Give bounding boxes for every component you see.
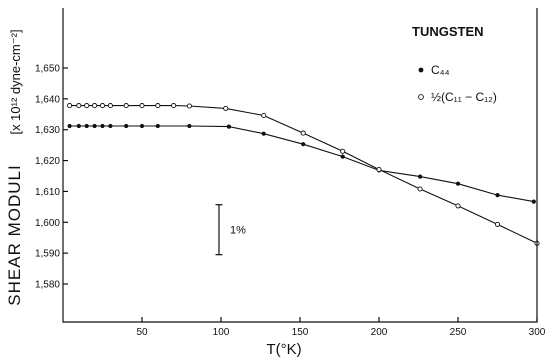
data-point [76, 123, 81, 129]
data-point [186, 103, 192, 109]
data-point [123, 103, 129, 109]
data-point [107, 103, 113, 109]
data-point [100, 123, 105, 129]
data-point [340, 148, 346, 154]
data-point [124, 123, 129, 129]
y-axis-label: SHEAR MODULI [5, 164, 24, 305]
data-point [139, 123, 145, 129]
scale-bar: 1% [215, 204, 246, 256]
data-point [261, 112, 267, 119]
x-tick-label: 250 [450, 327, 467, 338]
data-point [417, 186, 423, 192]
data-point [495, 193, 500, 198]
y-tick-label: 1,580 [35, 280, 60, 291]
data-point [99, 103, 106, 109]
y-tick-label: 1,630 [35, 125, 60, 136]
data-point [223, 105, 229, 111]
y-tick-label: 1,650 [35, 64, 60, 75]
chart-title: TUNGSTEN [412, 24, 484, 39]
data-point [226, 124, 231, 129]
data-point [67, 103, 73, 109]
data-point [92, 123, 97, 129]
data-point [455, 181, 461, 186]
y-tick-label: 1,640 [35, 94, 60, 105]
data-point [300, 130, 306, 136]
x-tick-label: 100 [213, 327, 230, 338]
y-tick-label: 1,590 [35, 249, 60, 260]
data-point [84, 103, 90, 109]
data-point [92, 103, 98, 109]
data-point [67, 123, 72, 129]
legend-marker-2 [418, 94, 424, 100]
x-tick-label: 200 [371, 327, 388, 338]
data-marks [67, 103, 540, 246]
data-point [494, 221, 501, 227]
y-axis-unit-label: [x 10¹² dyne-cm⁻²] [8, 29, 23, 134]
legend: C₄₄ ½(C₁₁ − C₁₂) [418, 63, 497, 104]
scale-bar-label: 1% [230, 225, 246, 237]
legend-label-2: ½(C₁₁ − C₁₂) [431, 90, 497, 104]
axis-ticks: 1,580 1,590 1,600 1,610 1,620 1,630 1,640 1,650… [35, 64, 546, 339]
y-tick-label: 1,620 [35, 156, 60, 167]
x-tick-label: 50 [136, 327, 148, 338]
data-point [418, 174, 423, 179]
data-point [171, 103, 177, 109]
x-tick-label: 300 [529, 327, 546, 338]
data-point [139, 103, 145, 109]
y-tick-label: 1,600 [35, 218, 60, 229]
data-point [76, 103, 82, 109]
legend-marker-1 [418, 67, 424, 73]
data-point [376, 166, 382, 173]
data-point [108, 123, 113, 129]
data-point [531, 199, 536, 204]
data-point [155, 123, 160, 129]
data-point [84, 123, 89, 129]
plot-frame [62, 8, 538, 323]
x-axis-label: T(°K) [266, 341, 301, 358]
data-point [261, 131, 266, 136]
x-tick-label: 150 [292, 327, 309, 338]
series-line-1 [69, 125, 534, 203]
data-point [155, 103, 161, 109]
data-point [187, 123, 192, 129]
y-tick-label: 1,610 [35, 187, 60, 198]
data-point [301, 142, 306, 147]
legend-label-1: C₄₄ [431, 63, 450, 77]
data-point [455, 203, 461, 209]
data-point [340, 154, 345, 159]
